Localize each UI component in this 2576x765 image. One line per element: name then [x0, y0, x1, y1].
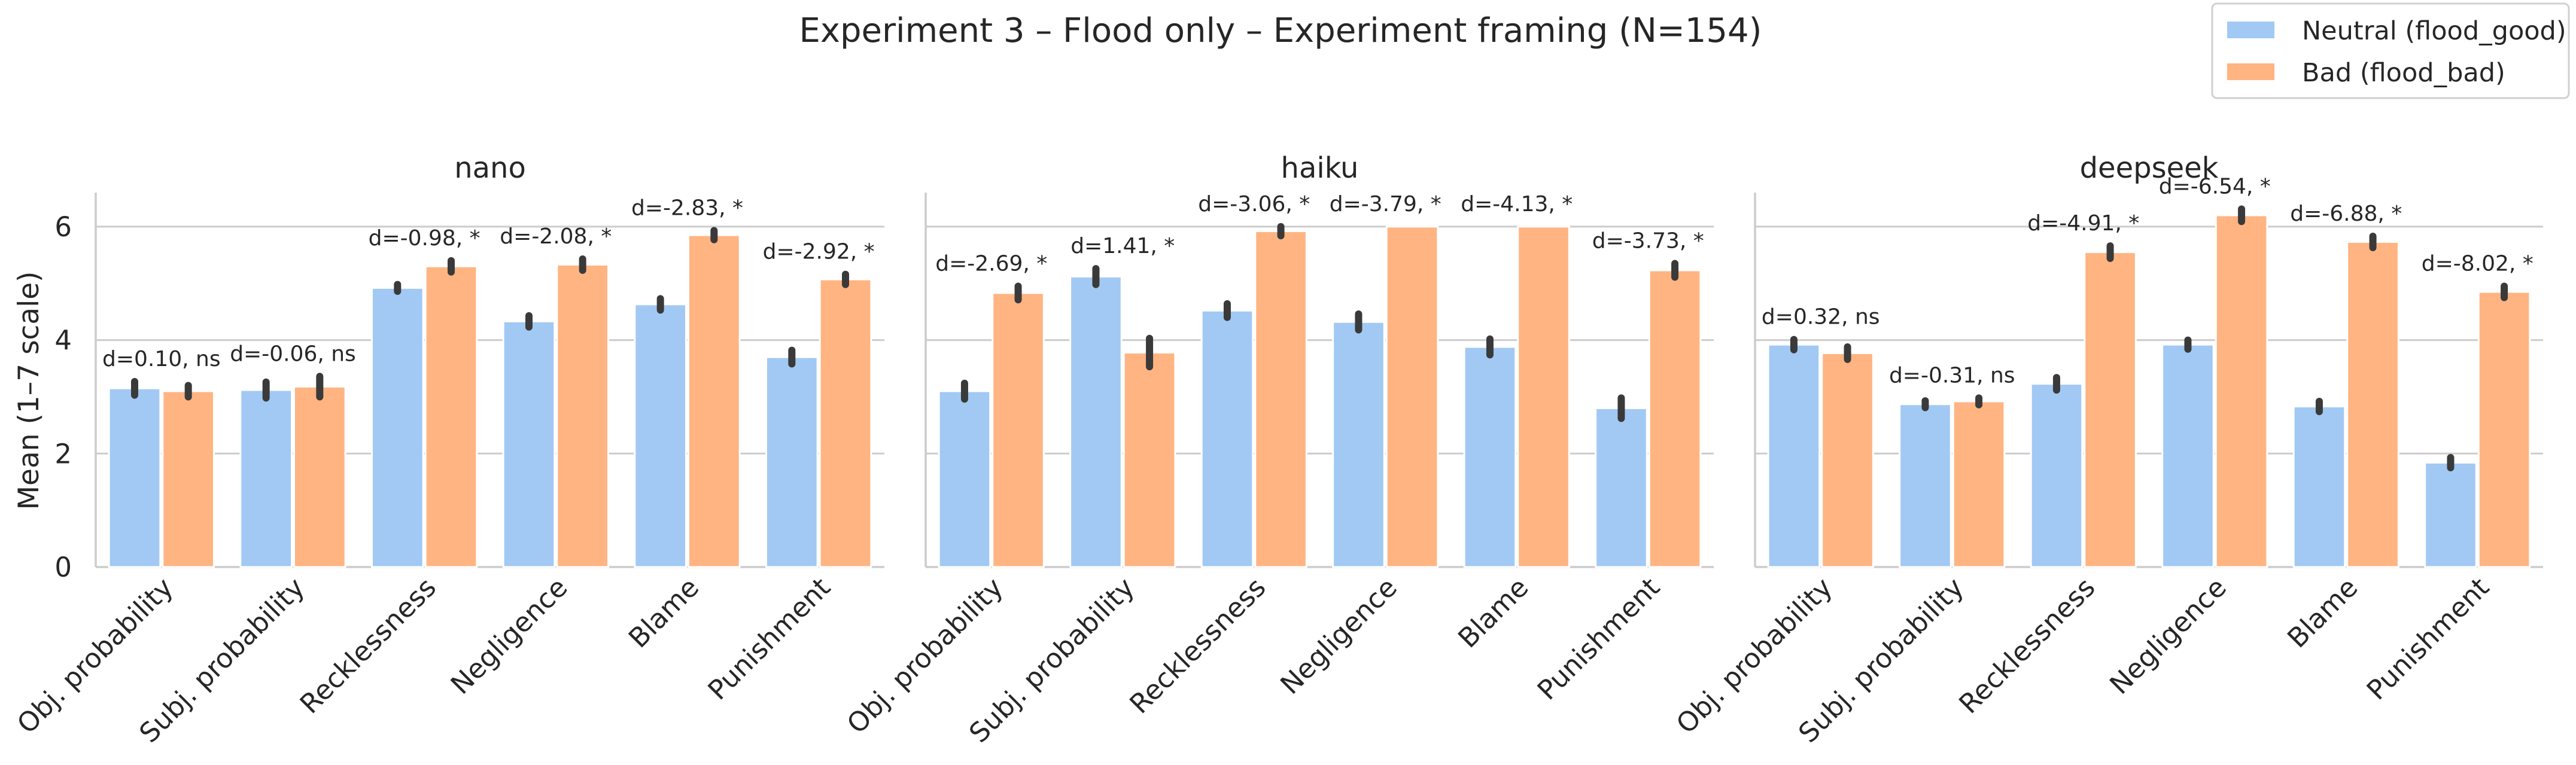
bar-neutral: [634, 303, 687, 568]
bar-bad: [2477, 291, 2531, 568]
legend-swatch-bad: [2227, 63, 2274, 80]
y-tick-label: 6: [54, 211, 72, 243]
x-tick-label: Punishment: [2361, 571, 2495, 706]
effect-size-annotation: d=-3.79, *: [1330, 192, 1441, 217]
effect-size-annotation: d=-2.92, *: [763, 240, 875, 264]
effect-size-annotation: d=-2.83, *: [631, 196, 743, 221]
bar-neutral: [370, 287, 424, 568]
effect-size-annotation: d=-3.73, *: [1592, 229, 1704, 254]
bar-neutral: [938, 390, 992, 568]
x-tick-label: Negligence: [2103, 571, 2233, 700]
bar-neutral: [1332, 321, 1385, 568]
bar-bad: [1254, 230, 1307, 568]
legend-swatch-neutral: [2227, 22, 2274, 38]
effect-size-annotation: d=-8.02, *: [2422, 252, 2534, 276]
effect-size-annotation: d=-0.98, *: [369, 226, 480, 251]
legend: Neutral (flood_good) Bad (flood_bad): [2211, 2, 2570, 99]
bar-bad: [2215, 214, 2268, 568]
bar-neutral: [765, 356, 819, 568]
y-tick-label: 2: [54, 438, 72, 470]
panel-title: deepseek: [2080, 151, 2219, 185]
effect-size-annotation: d=-6.54, *: [2159, 175, 2271, 199]
legend-label-bad: Bad (flood_bad): [2302, 58, 2505, 88]
effect-size-annotation: d=1.41, *: [1070, 234, 1175, 258]
legend-frame: [2211, 2, 2570, 99]
bar-bad: [819, 278, 872, 568]
x-tick-label: Recklessness: [1123, 571, 1272, 720]
x-tick-label: Recklessness: [294, 571, 442, 720]
bar-neutral: [1899, 403, 1952, 568]
bar-neutral: [1200, 309, 1254, 568]
bar-bad: [162, 390, 215, 568]
effect-size-annotation: d=0.10, ns: [102, 347, 221, 371]
panel-title: nano: [454, 151, 526, 185]
bar-bad: [1952, 400, 2006, 568]
effect-size-annotation: d=-3.06, *: [1198, 192, 1310, 217]
bar-neutral: [108, 387, 162, 568]
x-tick-label: Recklessness: [1952, 571, 2101, 720]
panel-title: haiku: [1281, 151, 1359, 185]
bar-neutral: [2292, 406, 2346, 568]
bar-bad: [424, 265, 478, 568]
effect-size-annotation: d=-2.69, *: [935, 252, 1047, 276]
bar-bad: [2084, 251, 2137, 568]
x-tick-label: Blame: [622, 571, 705, 654]
effect-size-annotation: d=-4.13, *: [1461, 192, 1573, 217]
x-tick-label: Punishment: [1531, 571, 1666, 706]
bar-bad: [1648, 269, 1702, 568]
effect-size-annotation: d=-0.06, ns: [230, 342, 356, 366]
bar-bad: [293, 385, 346, 568]
bar-neutral: [502, 320, 556, 568]
effect-size-annotation: d=-0.31, ns: [1889, 363, 2015, 388]
chart-title: Experiment 3 – Flood only – Experiment f…: [799, 11, 1762, 50]
x-tick-label: Punishment: [702, 571, 837, 706]
x-tick-label: Negligence: [1274, 571, 1403, 700]
bar-bad: [992, 292, 1045, 568]
effect-size-annotation: d=-2.08, *: [500, 224, 612, 249]
bar-bad: [1821, 352, 1874, 568]
bar-bad: [688, 234, 741, 568]
bar-neutral: [2424, 461, 2477, 568]
x-tick-label: Blame: [2281, 571, 2364, 654]
bar-bad: [1385, 225, 1439, 568]
effect-size-annotation: d=0.32, ns: [1762, 305, 1880, 330]
bar-neutral: [2030, 383, 2084, 568]
legend-label-neutral: Neutral (flood_good): [2302, 16, 2566, 46]
bar-bad: [1517, 225, 1570, 568]
bar-bad: [556, 263, 610, 568]
bar-neutral: [2161, 343, 2215, 568]
bar-neutral: [1463, 346, 1517, 568]
bar-neutral: [1767, 343, 1821, 568]
bar-neutral: [239, 389, 293, 568]
effect-size-annotation: d=-6.88, *: [2290, 202, 2402, 226]
bar-bad: [2346, 241, 2399, 568]
bar-neutral: [1069, 275, 1123, 568]
y-tick-label: 4: [54, 325, 72, 356]
bar-neutral: [1595, 407, 1648, 568]
x-tick-label: Negligence: [445, 571, 574, 700]
y-axis-label: Mean (1–7 scale): [13, 271, 45, 510]
effect-size-annotation: d=-4.91, *: [2027, 211, 2139, 236]
bar-bad: [1123, 351, 1176, 568]
x-tick-label: Blame: [1452, 571, 1534, 654]
y-tick-label: 0: [54, 551, 72, 583]
